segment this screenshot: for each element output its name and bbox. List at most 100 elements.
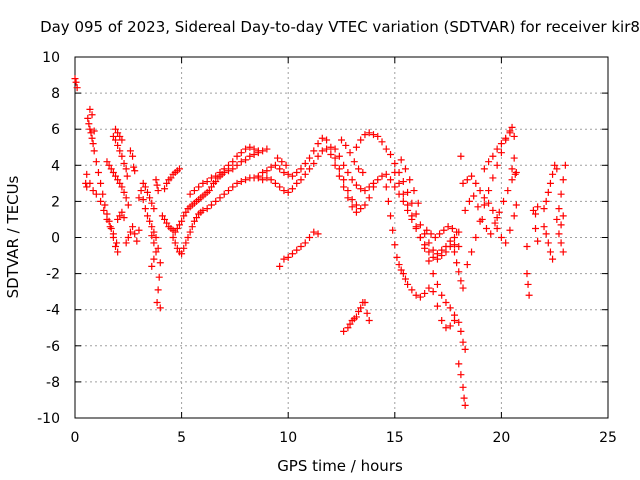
data-point [355, 165, 363, 173]
data-point [459, 179, 467, 187]
data-point [399, 197, 407, 205]
data-point [429, 270, 437, 278]
y-axis-label: SDTVAR / TECUs [4, 175, 22, 298]
data-point [374, 132, 382, 140]
data-point [203, 178, 211, 186]
data-point [163, 179, 171, 187]
data-point [455, 318, 463, 326]
data-point [310, 228, 318, 236]
data-point [476, 217, 484, 225]
data-point [112, 243, 120, 251]
data-point [184, 234, 192, 241]
data-point [544, 239, 552, 247]
data-point [348, 203, 356, 211]
data-point [150, 255, 158, 263]
data-point [154, 244, 162, 252]
data-point [387, 150, 395, 158]
data-point [384, 197, 392, 205]
data-point [167, 174, 175, 182]
data-point [559, 248, 567, 256]
x-tick-label: 15 [386, 430, 404, 446]
data-point [314, 230, 322, 238]
data-point [86, 105, 94, 113]
data-point [274, 154, 282, 162]
data-point [340, 327, 348, 335]
data-point [84, 114, 92, 122]
data-point [105, 161, 113, 169]
data-point [263, 145, 271, 153]
data-point [310, 159, 318, 167]
data-point [453, 228, 461, 236]
data-point [203, 205, 211, 213]
data-point [391, 159, 399, 167]
data-point [369, 179, 377, 187]
data-point [306, 165, 314, 173]
data-point [216, 169, 224, 177]
data-point [146, 217, 154, 225]
data-point [525, 291, 533, 299]
data-point [476, 187, 484, 195]
data-point [276, 262, 284, 270]
data-point [511, 170, 519, 178]
data-point [393, 253, 401, 261]
data-point [433, 280, 441, 288]
data-point [365, 129, 373, 137]
data-point [242, 156, 250, 164]
data-point [199, 179, 207, 187]
data-point [271, 179, 279, 187]
data-point [549, 170, 557, 178]
data-point [103, 215, 111, 223]
data-point [97, 179, 105, 187]
data-point [267, 163, 275, 171]
data-point [139, 179, 147, 187]
data-point [148, 262, 156, 270]
data-point [404, 280, 412, 288]
x-tick-label: 10 [279, 430, 297, 446]
data-point [463, 261, 471, 269]
data-point [318, 134, 326, 142]
y-tick-label: -6 [46, 339, 60, 355]
data-point [233, 161, 241, 169]
data-point [389, 226, 397, 234]
data-point [489, 206, 497, 214]
data-point [116, 179, 124, 187]
x-tick-label: 25 [599, 430, 617, 446]
data-point [335, 165, 343, 173]
data-point [131, 167, 139, 175]
data-point [97, 197, 105, 205]
data-point [523, 270, 531, 278]
data-point [106, 223, 114, 231]
y-tick-label: -4 [46, 303, 60, 319]
data-point [107, 165, 115, 173]
y-tick-label: 10 [42, 50, 60, 66]
x-axis-label: GPS time / hours [277, 457, 403, 475]
data-point [220, 165, 228, 173]
data-point [150, 228, 158, 236]
data-point [421, 230, 429, 238]
data-point [146, 194, 154, 202]
data-point [89, 187, 97, 195]
data-point [72, 78, 80, 86]
data-point [510, 212, 518, 220]
data-point [382, 170, 390, 178]
data-point [555, 230, 563, 238]
data-point [425, 257, 433, 265]
data-point [412, 291, 420, 299]
data-point [229, 158, 237, 166]
data-point [468, 172, 476, 180]
data-point [542, 197, 550, 205]
data-point [410, 187, 418, 195]
data-point [508, 123, 516, 131]
data-point [267, 176, 275, 184]
data-point [489, 152, 497, 160]
data-point [397, 156, 405, 164]
data-point [429, 288, 437, 296]
data-point [180, 244, 188, 252]
data-point [113, 239, 121, 247]
data-point [278, 158, 286, 166]
data-point [193, 214, 201, 222]
data-point [118, 136, 126, 144]
data-point [259, 176, 267, 184]
data-point [502, 134, 510, 142]
data-point [416, 293, 424, 301]
